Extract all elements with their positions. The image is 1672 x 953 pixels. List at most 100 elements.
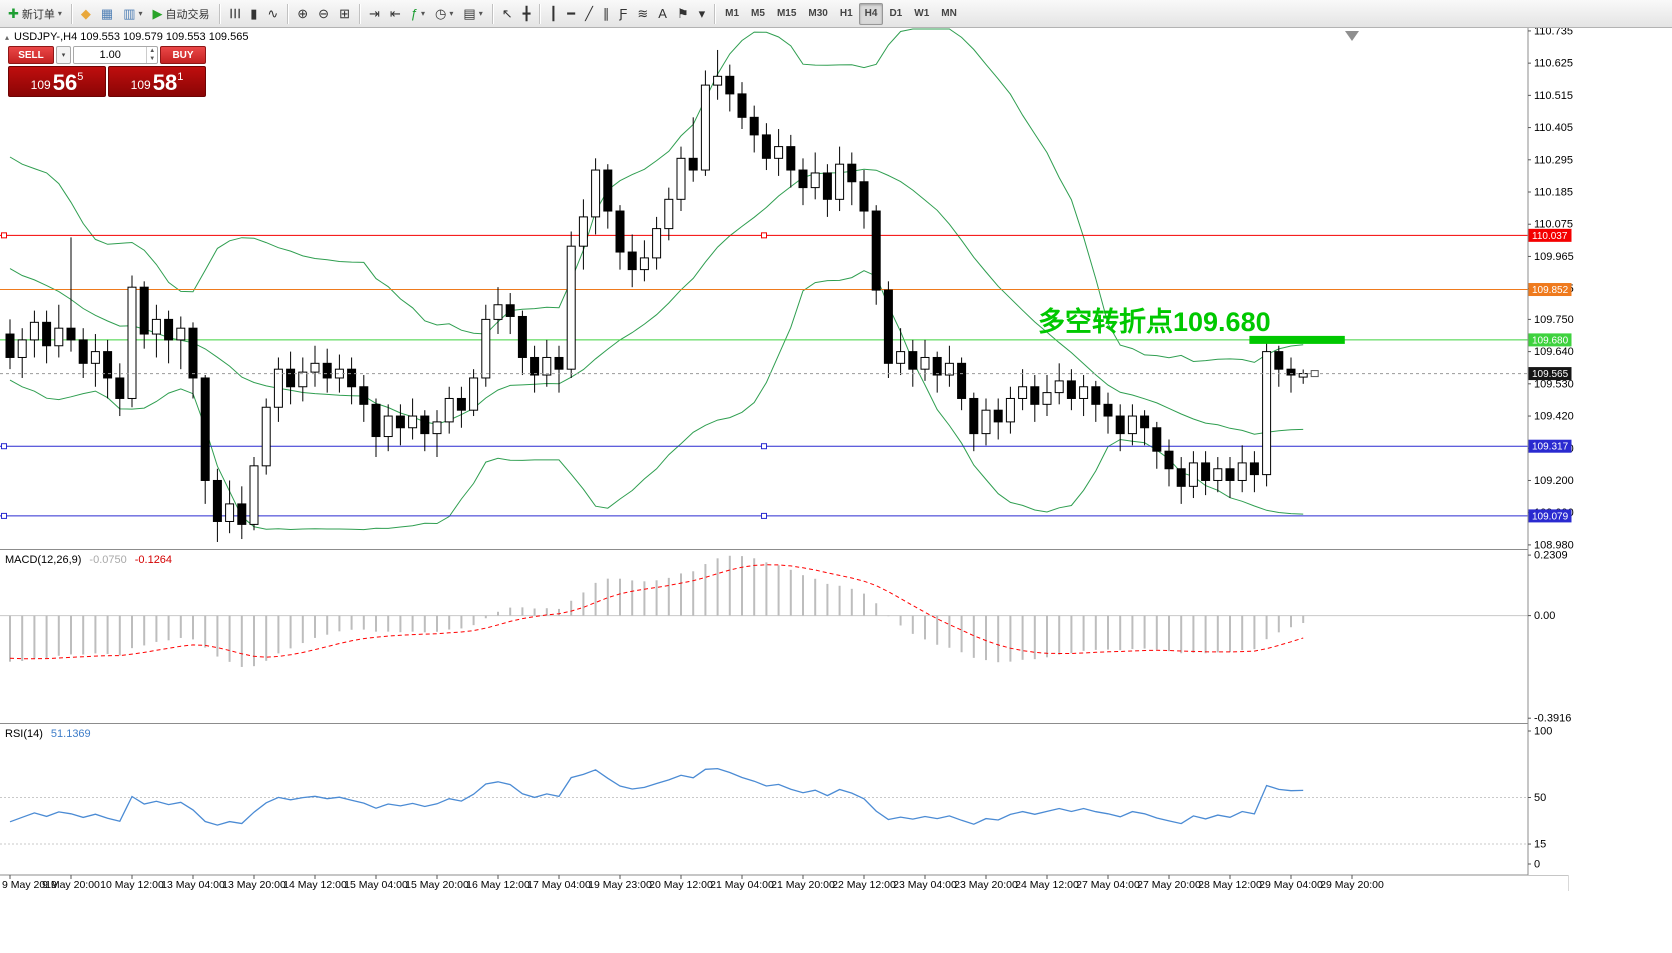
toolbar-separator — [218, 3, 220, 24]
vertical-line-button[interactable]: ┃ — [544, 3, 562, 25]
collapse-arrow-icon[interactable]: ▴ — [5, 32, 10, 42]
svg-text:109.420: 109.420 — [1534, 411, 1574, 423]
svg-text:20 May 12:00: 20 May 12:00 — [649, 879, 713, 891]
tile-windows-button[interactable]: ⊞ — [334, 3, 355, 25]
svg-text:16 May 12:00: 16 May 12:00 — [466, 879, 530, 891]
shapes-icon: ≋ — [637, 6, 649, 21]
cursor-tool-button[interactable]: ↖ — [497, 3, 518, 25]
tf-m30-button[interactable]: M30 — [802, 3, 833, 25]
sell-price-button[interactable]: 109 56 5 — [8, 66, 106, 97]
bar-chart-button[interactable]: ☰ — [224, 3, 246, 25]
templates-caret-icon[interactable]: ▾ — [478, 9, 483, 18]
indicators-button[interactable]: ƒ ▾ — [406, 3, 430, 25]
volume-input[interactable] — [74, 47, 147, 63]
trendline-icon: ╱ — [585, 6, 593, 21]
candlestick-chart-button[interactable]: ▮ — [245, 3, 262, 25]
trendline-button[interactable]: ╱ — [580, 3, 598, 25]
svg-text:29 May 04:00: 29 May 04:00 — [1259, 879, 1323, 891]
autotrading-icon: ▶ — [152, 6, 163, 21]
svg-text:110.735: 110.735 — [1534, 25, 1573, 37]
tf-w1-button[interactable]: W1 — [908, 3, 935, 25]
auto-scroll-button[interactable]: ⇥ — [364, 3, 385, 25]
symbol-ohlc-info: ▴ USDJPY-,H4 109.553 109.579 109.553 109… — [5, 31, 248, 43]
tf-d1-button[interactable]: D1 — [883, 3, 908, 25]
buy-price-button[interactable]: 109 58 1 — [108, 66, 206, 97]
tf-m5-button[interactable]: M5 — [745, 3, 771, 25]
label-icon: ⚑ — [676, 6, 689, 21]
profiles-icon: ▥ — [123, 6, 136, 21]
svg-text:28 May 12:00: 28 May 12:00 — [1198, 879, 1262, 891]
bar-chart-icon: ☰ — [226, 7, 242, 20]
arrows-button[interactable]: ▾ — [694, 3, 711, 25]
market-watch-button[interactable]: ◆ — [76, 3, 96, 25]
label-button[interactable]: ⚑ — [672, 3, 694, 25]
tf-mn-label: MN — [941, 8, 957, 19]
tf-h1-button[interactable]: H1 — [834, 3, 859, 25]
fibonacci-icon: Ƒ — [619, 6, 628, 21]
profiles-caret-icon[interactable]: ▾ — [138, 9, 143, 18]
channel-button[interactable]: ∥ — [598, 3, 615, 25]
price-axis[interactable]: 110.735 110.625 110.515 110.405 110.295 110.1… — [1527, 25, 1672, 875]
svg-text:14 May 12:00: 14 May 12:00 — [283, 879, 347, 891]
templates-button[interactable]: ▤ ▾ — [458, 3, 487, 25]
svg-text:22 May 12:00: 22 May 12:00 — [832, 879, 896, 891]
crosshair-tool-button[interactable]: ╋ — [518, 3, 536, 25]
zoom-in-button[interactable]: ⊕ — [292, 3, 313, 25]
toolbar-separator — [539, 3, 541, 24]
shapes-button[interactable]: ≋ — [632, 3, 653, 25]
svg-text:13 May 20:00: 13 May 20:00 — [222, 879, 286, 891]
tf-h4-label: H4 — [864, 8, 878, 19]
text-icon: A — [658, 6, 667, 21]
horizontal-line-button[interactable]: ━ — [562, 3, 580, 25]
fibonacci-button[interactable]: Ƒ — [614, 3, 632, 25]
chart-shift-marker-icon[interactable] — [1345, 31, 1359, 41]
templates-icon: ▤ — [463, 6, 476, 21]
tf-mn-button[interactable]: MN — [935, 3, 963, 25]
chart-shift-button[interactable]: ⇤ — [385, 3, 406, 25]
auto-scroll-icon: ⇥ — [368, 6, 380, 21]
svg-text:0: 0 — [1534, 859, 1540, 871]
indicators-caret-icon[interactable]: ▾ — [421, 9, 426, 18]
zoom-out-button[interactable]: ⊖ — [313, 3, 334, 25]
new-order-caret-icon[interactable]: ▾ — [57, 9, 62, 18]
macd-signal-value: -0.1264 — [134, 554, 173, 566]
volume-down-icon[interactable]: ▼ — [149, 56, 156, 62]
chart-window-button[interactable]: ▦ — [96, 3, 118, 25]
bid-prefix: 109 — [30, 78, 51, 92]
rsi-title: RSI(14) — [5, 728, 43, 740]
periods-button[interactable]: ◷ ▾ — [430, 3, 458, 25]
profiles-button[interactable]: ▥ ▾ — [118, 3, 147, 25]
svg-text:100: 100 — [1534, 726, 1552, 738]
rsi-value: 51.1369 — [50, 728, 91, 740]
text-button[interactable]: A — [653, 3, 672, 25]
order-options-caret-icon[interactable]: ▾ — [56, 46, 71, 64]
sell-button[interactable]: SELL — [8, 46, 54, 64]
ask-big-digits: 58 — [152, 70, 178, 95]
vertical-line-icon: ┃ — [549, 6, 558, 21]
periods-caret-icon[interactable]: ▾ — [449, 9, 454, 18]
new-order-button[interactable]: ✚ 新订单 ▾ — [3, 3, 67, 25]
pivot-annotation-text[interactable]: 多空转折点109.680 — [1038, 307, 1271, 337]
svg-text:109.965: 109.965 — [1534, 251, 1574, 263]
svg-text:17 May 04:00: 17 May 04:00 — [527, 879, 591, 891]
cursor-tool-icon: ↖ — [501, 6, 513, 21]
line-chart-button[interactable]: ∿ — [262, 3, 283, 25]
toolbar-separator — [70, 3, 72, 24]
tf-m1-label: M1 — [725, 8, 740, 19]
svg-text:27 May 20:00: 27 May 20:00 — [1137, 879, 1201, 891]
chart-shift-icon: ⇤ — [389, 6, 401, 21]
tf-h4-button[interactable]: H4 — [858, 2, 884, 25]
toolbar-separator — [491, 3, 493, 24]
tf-m1-button[interactable]: M1 — [719, 3, 745, 25]
autotrading-button[interactable]: ▶ 自动交易 — [148, 3, 215, 25]
tile-windows-icon: ⊞ — [339, 6, 350, 21]
chart-window-icon: ▦ — [100, 6, 114, 21]
pivot-highlight-bar[interactable] — [1249, 335, 1345, 344]
tf-m15-button[interactable]: M15 — [771, 3, 802, 25]
volume-up-icon[interactable]: ▲ — [149, 48, 156, 54]
tf-w1-label: W1 — [914, 8, 930, 19]
volume-field-wrap: ▲ ▼ — [73, 46, 158, 64]
buy-button[interactable]: BUY — [160, 46, 206, 64]
